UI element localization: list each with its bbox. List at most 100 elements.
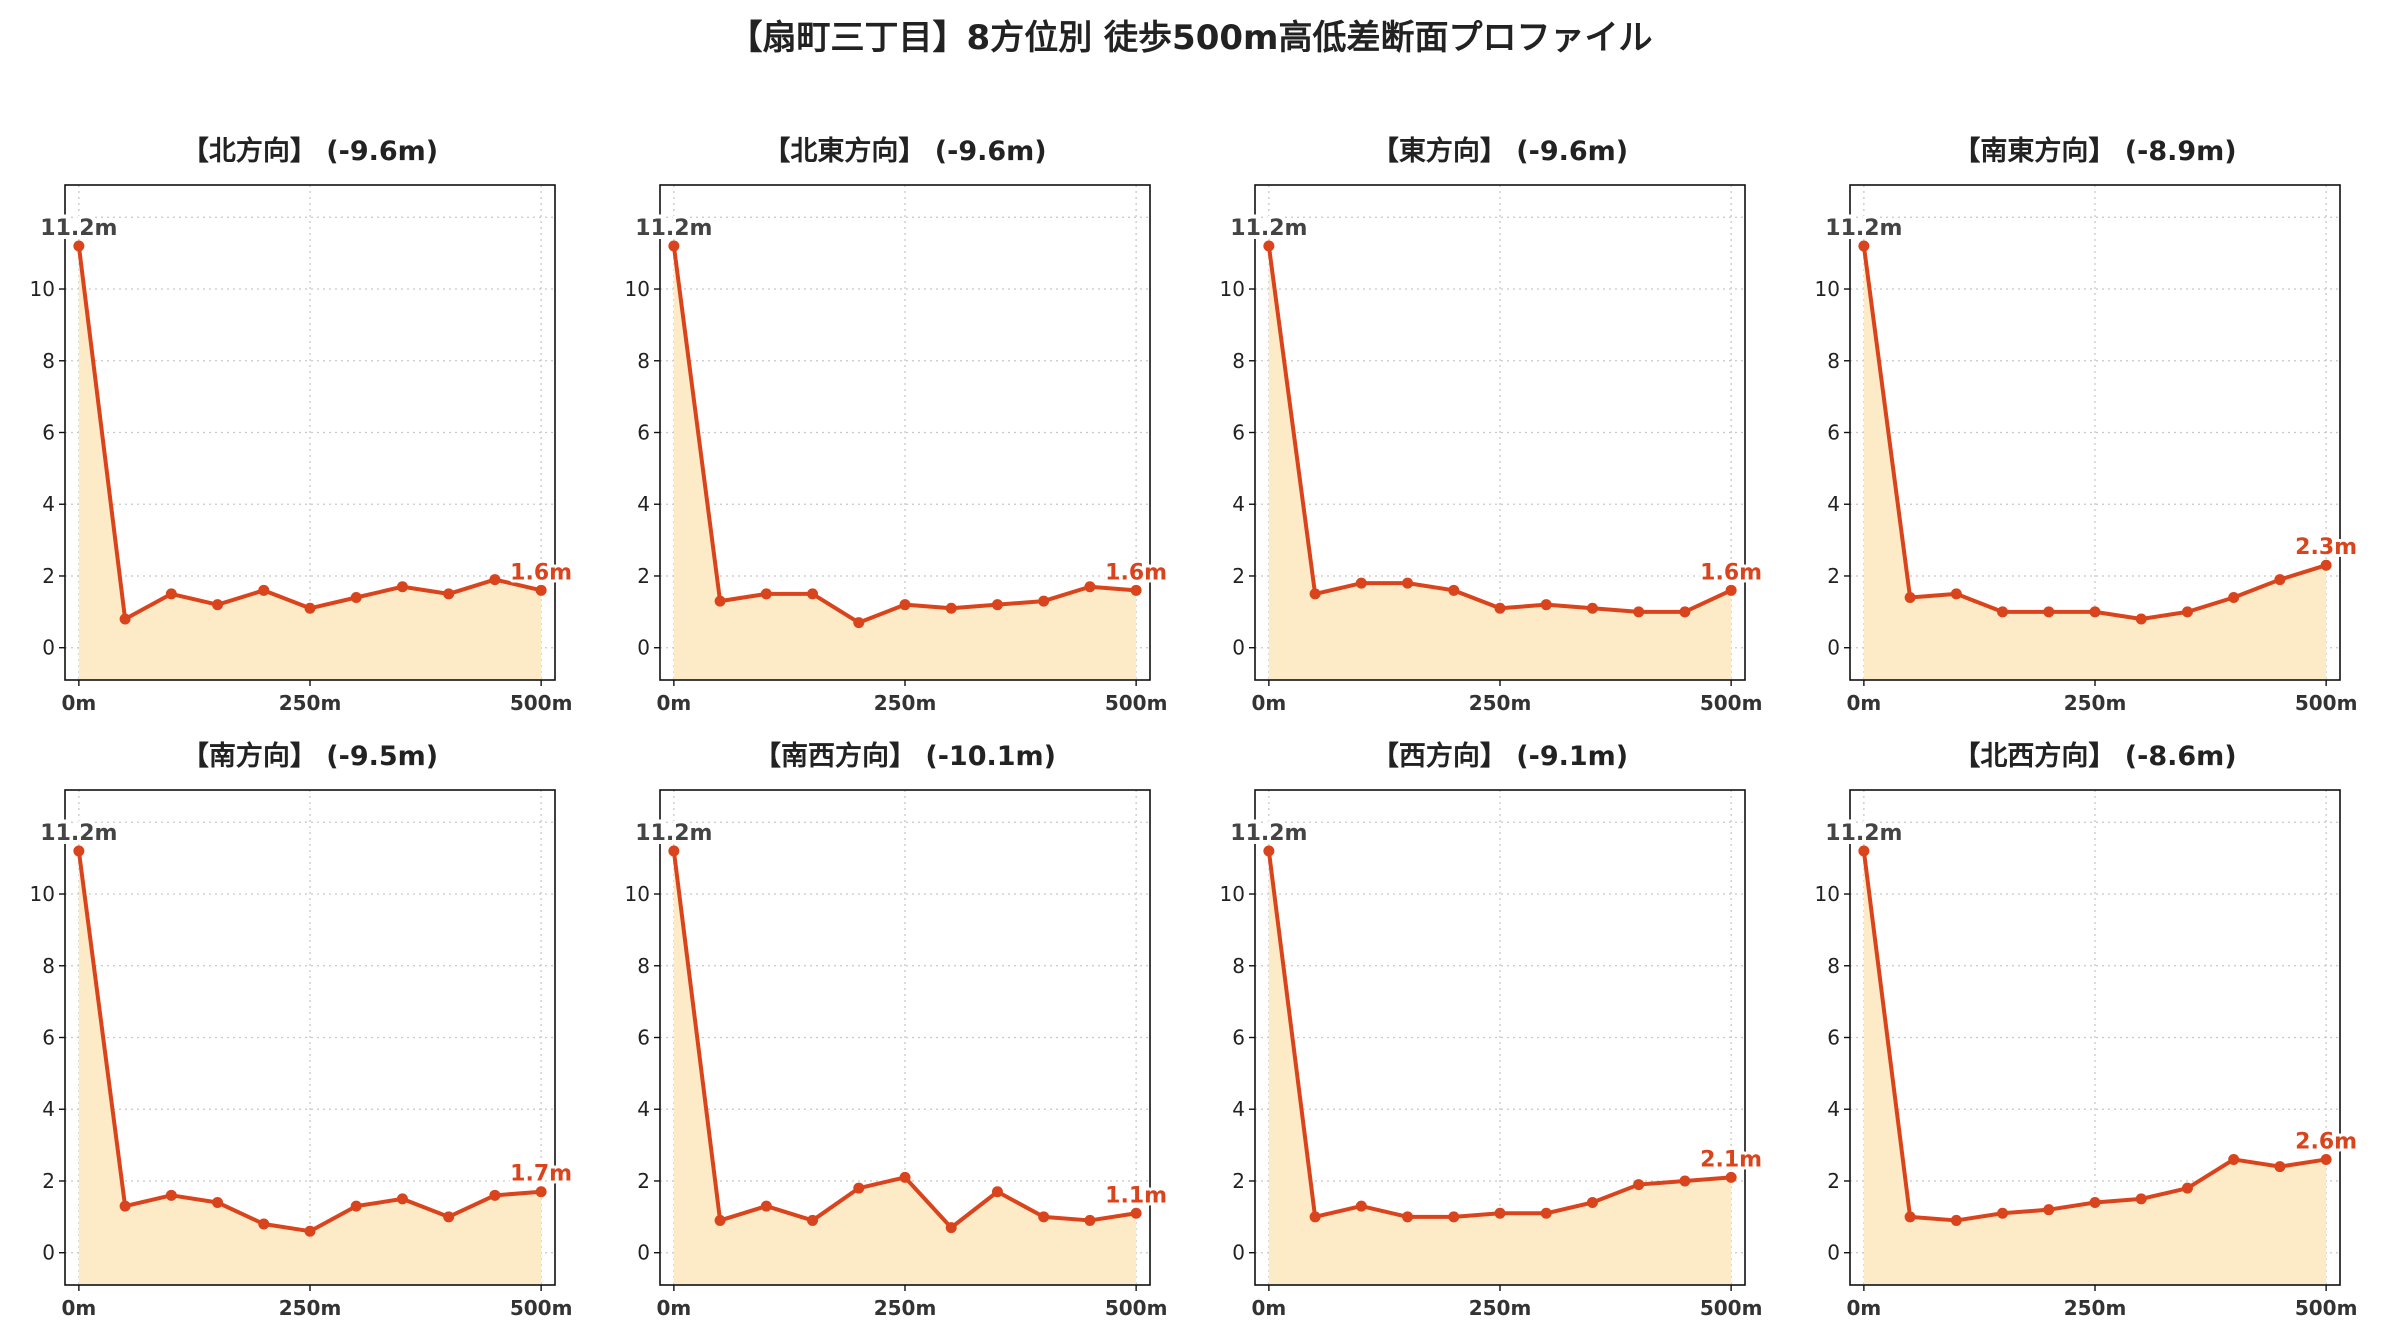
x-tick-label: 0m (1846, 691, 1881, 715)
data-point-2 (760, 588, 772, 600)
data-point-7 (991, 599, 1003, 611)
x-tick-label: 250m (279, 691, 342, 715)
data-point-8 (1633, 606, 1645, 618)
start-value-label: 11.2m (635, 821, 712, 846)
y-tick-label: 10 (1220, 277, 1245, 301)
data-point-5 (899, 1171, 911, 1183)
data-point-1 (714, 595, 726, 607)
end-value-label: 2.3m (2295, 535, 2357, 560)
area-fill (1863, 245, 2327, 680)
data-point-4 (853, 1182, 865, 1194)
y-tick-label: 8 (1827, 954, 1840, 978)
data-point-9 (2274, 1161, 2286, 1173)
data-point-1 (119, 613, 131, 625)
data-point-10 (1130, 584, 1142, 596)
chart-title: 【南東方向】 (-8.9m) (1953, 135, 2236, 167)
y-tick-label: 2 (637, 564, 650, 588)
profile-chart-5: 【南西方向】 (-10.1m) 0 2 4 6 8 10 0m 250m 500m 11.2m 1.1… (625, 740, 1171, 1320)
data-point-9 (1679, 606, 1691, 618)
x-tick-label: 250m (279, 1296, 342, 1320)
data-point-0 (668, 240, 680, 252)
data-point-0 (1263, 240, 1275, 252)
y-tick-label: 6 (1232, 1026, 1245, 1050)
data-point-3 (1997, 1207, 2009, 1219)
area-fill (78, 850, 542, 1285)
end-value-label: 1.6m (1700, 560, 1762, 585)
data-point-9 (2274, 574, 2286, 586)
x-tick-label: 250m (874, 691, 937, 715)
y-tick-label: 2 (42, 564, 55, 588)
y-tick-label: 8 (1232, 349, 1245, 373)
profile-chart-3: 【南東方向】 (-8.9m) 0 2 4 6 8 10 0m 250m 500m 11.2m 2.3m (1815, 135, 2361, 715)
x-tick-label: 500m (510, 691, 573, 715)
data-point-10 (1130, 1207, 1142, 1219)
x-tick-label: 500m (2295, 1296, 2358, 1320)
chart-title: 【西方向】 (-9.1m) (1372, 740, 1628, 772)
y-tick-label: 4 (637, 492, 650, 516)
y-tick-label: 10 (1220, 882, 1245, 906)
data-point-4 (2043, 1204, 2055, 1216)
y-tick-label: 2 (42, 1169, 55, 1193)
data-point-8 (2228, 1153, 2240, 1165)
data-point-2 (1355, 1200, 1367, 1212)
y-tick-label: 2 (1827, 564, 1840, 588)
data-point-7 (1586, 1197, 1598, 1208)
data-point-4 (258, 1218, 270, 1230)
data-point-5 (2089, 606, 2101, 618)
x-tick-label: 0m (656, 691, 691, 715)
data-point-6 (2135, 613, 2147, 625)
data-point-5 (1494, 602, 1506, 614)
area-fill (1268, 850, 1732, 1285)
data-point-3 (807, 1214, 819, 1226)
x-tick-label: 250m (874, 1296, 937, 1320)
data-point-2 (165, 588, 177, 600)
data-point-3 (807, 588, 819, 600)
data-point-3 (1402, 577, 1414, 589)
data-point-5 (304, 602, 316, 614)
y-tick-label: 8 (1232, 954, 1245, 978)
x-tick-label: 500m (1700, 1296, 1763, 1320)
data-point-10 (2320, 1153, 2332, 1165)
area-fill (78, 245, 542, 680)
data-point-6 (1540, 1207, 1552, 1219)
end-value-label: 1.7m (510, 1162, 572, 1187)
data-point-10 (535, 584, 547, 596)
y-tick-label: 2 (1827, 1169, 1840, 1193)
data-point-3 (212, 1197, 224, 1208)
y-tick-label: 8 (637, 954, 650, 978)
y-tick-label: 4 (1827, 1097, 1840, 1121)
profile-line (671, 245, 1137, 625)
y-tick-label: 0 (1232, 1241, 1245, 1265)
data-point-1 (119, 1200, 131, 1212)
start-value-label: 11.2m (40, 821, 117, 846)
x-tick-label: 250m (1469, 691, 1532, 715)
y-tick-label: 6 (1827, 421, 1840, 445)
data-point-7 (396, 581, 408, 593)
data-point-6 (350, 1200, 362, 1212)
data-point-7 (991, 1186, 1003, 1198)
x-tick-label: 250m (1469, 1296, 1532, 1320)
data-point-9 (1084, 1214, 1096, 1226)
data-point-8 (1038, 595, 1050, 607)
area-fill (1268, 245, 1732, 680)
data-point-3 (1997, 606, 2009, 618)
y-tick-label: 8 (42, 954, 55, 978)
data-point-4 (1448, 584, 1460, 596)
y-tick-label: 2 (637, 1169, 650, 1193)
data-point-7 (2181, 606, 2193, 618)
y-tick-label: 6 (637, 1026, 650, 1050)
y-tick-label: 0 (42, 1241, 55, 1265)
data-point-10 (2320, 559, 2332, 571)
x-tick-label: 0m (61, 1296, 96, 1320)
x-tick-label: 500m (1700, 691, 1763, 715)
y-tick-label: 0 (1827, 1241, 1840, 1265)
chart-title: 【南西方向】 (-10.1m) (754, 740, 1056, 772)
end-value-label: 1.6m (1105, 560, 1167, 585)
profile-line (1861, 850, 2327, 1223)
y-tick-label: 8 (637, 349, 650, 373)
data-point-1 (714, 1214, 726, 1226)
start-value-label: 11.2m (1825, 216, 1902, 241)
data-point-1 (1309, 1211, 1321, 1223)
x-tick-label: 500m (1105, 1296, 1168, 1320)
data-point-5 (2089, 1197, 2101, 1208)
